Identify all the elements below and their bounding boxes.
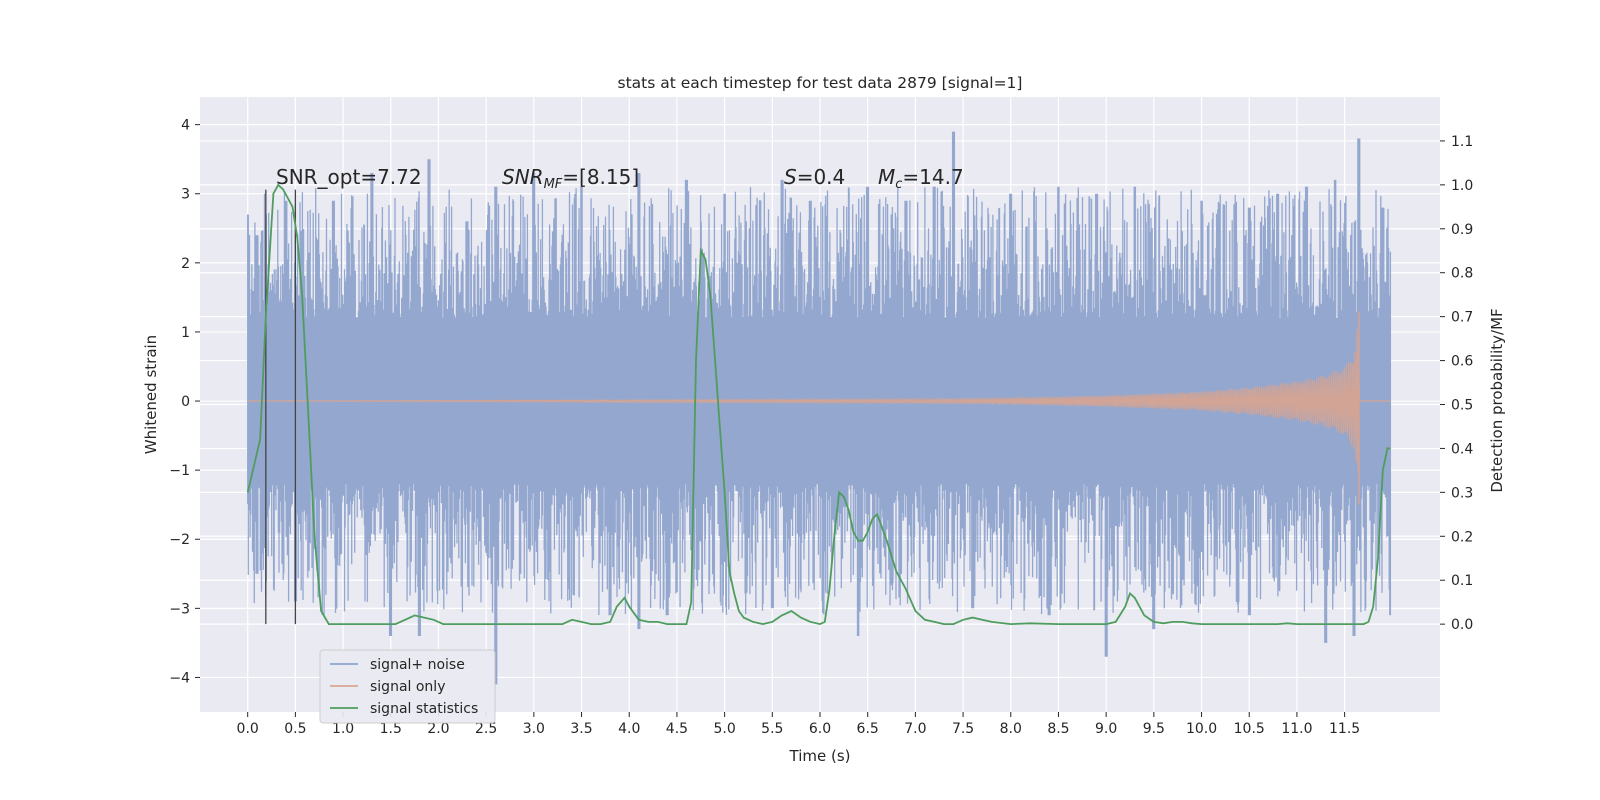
y-left-tick-label: 4	[181, 118, 190, 134]
legend-box	[319, 649, 496, 724]
x-tick-label: 7.5	[952, 721, 974, 737]
x-tick-label: 3.5	[570, 721, 592, 737]
y-right-tick-label: 0.2	[1451, 529, 1473, 545]
y-right-tick-label: 0.5	[1451, 398, 1473, 414]
y-left-tick-label: 0	[181, 394, 190, 410]
y-left-tick-label: −4	[169, 670, 190, 686]
x-tick-label: 4.5	[666, 721, 688, 737]
x-tick-label: 0.5	[284, 721, 306, 737]
annotation-mc: Mc=14.7	[878, 165, 964, 192]
y-right-tick-label: 0.0	[1451, 617, 1473, 633]
y-left-tick-label: −3	[169, 601, 190, 617]
y-axis-label-left: Whitened strain	[142, 335, 160, 454]
y-right-tick-label: 0.3	[1451, 485, 1473, 501]
x-tick-label: 4.0	[618, 721, 640, 737]
annotation-snr-mf: SNRMF=[8.15]	[502, 165, 639, 192]
y-right-tick-label: 0.1	[1451, 573, 1473, 589]
x-tick-label: 9.0	[1095, 721, 1117, 737]
annotation-snr-opt: SNR_opt=7.72	[276, 165, 422, 189]
x-tick-label: 10.0	[1186, 721, 1217, 737]
annotation-s-value: =0.4	[797, 165, 846, 189]
chart-title: stats at each timestep for test data 287…	[618, 74, 1023, 92]
x-tick-label: 1.5	[380, 721, 402, 737]
annotation-mc-symbol: M	[878, 165, 895, 189]
x-tick-label: 6.0	[809, 721, 831, 737]
legend-label: signal only	[370, 679, 445, 695]
y-right-tick-label: 0.4	[1451, 441, 1473, 457]
y-left-tick-label: 3	[181, 187, 190, 203]
y-left-tick-label: −2	[169, 532, 190, 548]
x-tick-label: 8.0	[1000, 721, 1022, 737]
x-tick-label: 2.0	[427, 721, 449, 737]
annotation-mc-subscript: c	[895, 177, 902, 192]
x-axis-label: Time (s)	[789, 747, 851, 765]
series-signal-only	[247, 329, 1391, 473]
x-tick-label: 8.5	[1047, 721, 1069, 737]
annotation-snr-mf-subscript: MF	[544, 177, 563, 192]
x-tick-label: 11.0	[1281, 721, 1312, 737]
y-right-tick-label: 1.1	[1451, 134, 1473, 150]
y-axis-label-right: Detection probability/MF	[1488, 308, 1506, 492]
y-left-tick-label: −1	[169, 463, 190, 479]
x-tick-label: 2.5	[475, 721, 497, 737]
x-tick-label: 1.0	[332, 721, 354, 737]
x-tick-label: 3.0	[523, 721, 545, 737]
y-right-tick-label: 0.7	[1451, 310, 1473, 326]
y-right-tick-label: 1.0	[1451, 178, 1473, 194]
y-right-tick-label: 0.6	[1451, 354, 1473, 370]
y-left-tick-label: 1	[181, 325, 190, 341]
legend-label: signal+ noise	[370, 657, 465, 673]
x-tick-label: 7.0	[904, 721, 926, 737]
annotation-s-symbol: S	[784, 165, 797, 189]
x-tick-label: 10.5	[1234, 721, 1265, 737]
y-left-tick-label: 2	[181, 256, 190, 272]
annotation-mc-value: =14.7	[902, 165, 963, 189]
y-right-tick-label: 0.8	[1451, 266, 1473, 282]
y-right-tick-label: 0.9	[1451, 222, 1473, 238]
x-tick-label: 5.5	[761, 721, 783, 737]
legend-label: signal statistics	[370, 701, 478, 717]
x-tick-label: 6.5	[857, 721, 879, 737]
annotation-snr-mf-symbol: SNR	[502, 165, 544, 189]
x-tick-label: 5.0	[713, 721, 735, 737]
annotation-snr-mf-value: =[8.15]	[562, 165, 639, 189]
x-tick-label: 0.0	[237, 721, 259, 737]
x-tick-label: 9.5	[1143, 721, 1165, 737]
legend: signal+ noise signal only signal statistic…	[319, 649, 496, 724]
x-tick-label: 11.5	[1329, 721, 1360, 737]
annotation-s: S=0.4	[784, 165, 845, 189]
series-signal-statistics	[246, 183, 1391, 626]
